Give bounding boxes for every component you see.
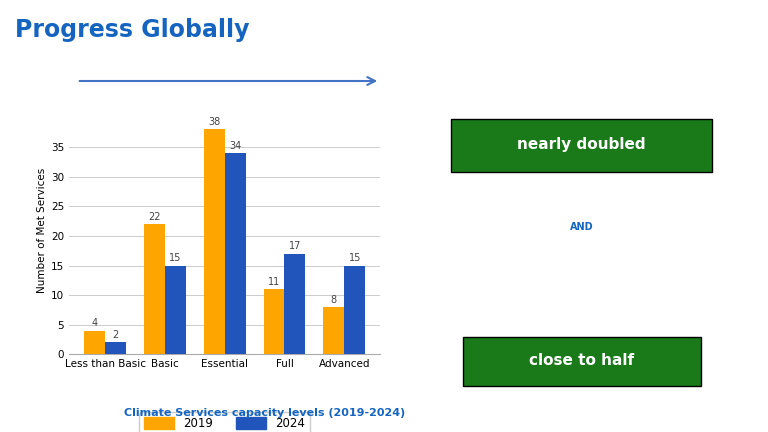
Bar [263, 289, 284, 354]
Bar [84, 330, 105, 354]
Text: nearly doubled: nearly doubled [518, 137, 646, 152]
Text: 38: 38 [208, 117, 220, 127]
Text: 8: 8 [331, 295, 337, 305]
Text: 15: 15 [169, 253, 181, 263]
Text: 4: 4 [91, 318, 98, 328]
Text: 34: 34 [229, 141, 241, 151]
Text: Those providing ‘basic’ climate: Those providing ‘basic’ climate [465, 272, 699, 285]
Legend: 2019, 2024: 2019, 2024 [139, 412, 310, 432]
Text: services decreased by: services decreased by [498, 309, 665, 322]
Text: 17: 17 [289, 241, 301, 251]
Bar [323, 307, 344, 354]
FancyBboxPatch shape [462, 337, 701, 386]
Text: 22: 22 [148, 212, 161, 222]
Text: 15: 15 [349, 253, 361, 263]
FancyBboxPatch shape [452, 119, 712, 172]
Text: ‘advanced’ climate services: ‘advanced’ climate services [478, 88, 686, 101]
Bar [105, 343, 126, 354]
Text: Climate Services capacity levels (2019-2024): Climate Services capacity levels (2019-2… [124, 407, 406, 418]
Bar [224, 153, 246, 354]
Bar [284, 254, 306, 354]
Text: close to half: close to half [529, 353, 634, 368]
Bar [344, 266, 366, 354]
Bar [204, 130, 225, 354]
Text: 2: 2 [112, 330, 118, 340]
Text: AND: AND [570, 222, 594, 232]
Bar [144, 224, 165, 354]
Y-axis label: Number of Met Services: Number of Met Services [37, 168, 47, 292]
Text: 11: 11 [268, 277, 280, 287]
Circle shape [470, 214, 694, 240]
Text: Progress Globally: Progress Globally [15, 18, 250, 42]
Bar [165, 266, 186, 354]
Text: Number of Met Services providing: Number of Met Services providing [454, 42, 710, 55]
